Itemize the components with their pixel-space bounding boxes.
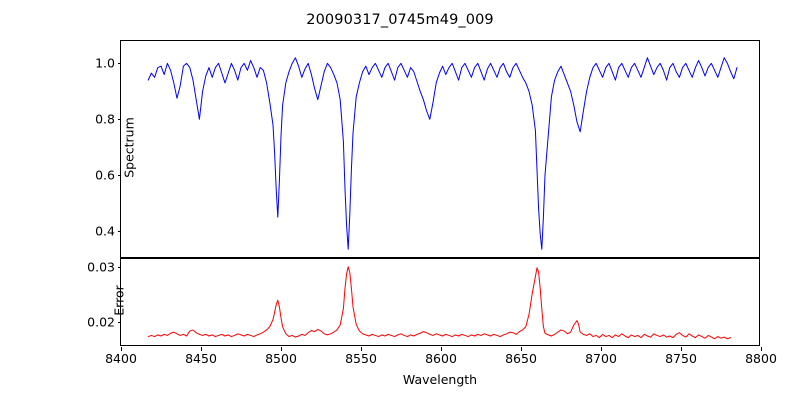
error-y-tick-mark	[117, 322, 121, 324]
spectrum-y-tick-label: 0.8	[95, 111, 115, 127]
x-tick-label: 8650	[505, 351, 537, 366]
x-tick-mark	[361, 347, 363, 351]
x-tick-mark	[281, 347, 283, 351]
spectrum-y-tick-label: 0.4	[95, 223, 115, 239]
spectrum-y-tick-mark	[117, 119, 121, 121]
x-tick-mark	[121, 347, 123, 351]
x-tick-label: 8750	[665, 351, 697, 366]
spectrum-y-tick-mark	[117, 231, 121, 233]
x-tick-label: 8600	[425, 351, 457, 366]
error-y-tick-label: 0.03	[87, 259, 115, 275]
spectrum-y-tick-mark	[117, 63, 121, 65]
spectrum-data-line	[147, 57, 738, 250]
x-tick-mark	[761, 347, 763, 351]
spectrum-y-tick-label: 0.6	[95, 167, 115, 183]
x-tick-mark	[441, 347, 443, 351]
error-y-tick-label: 0.02	[87, 314, 115, 330]
x-tick-label: 8550	[345, 351, 377, 366]
error-y-tick-mark	[117, 267, 121, 269]
x-tick-label: 8450	[185, 351, 217, 366]
spectrum-y-tick-label: 1.0	[95, 55, 115, 71]
x-tick-label: 8700	[585, 351, 617, 366]
figure-title: 20090317_0745m49_009	[306, 12, 494, 28]
spectrum-panel: Spectrum 0.4 0.6 0.8 1.0	[95, 40, 760, 258]
x-axis-label: Wavelength	[402, 372, 478, 387]
spectrum-y-axis-label: Spectrum	[121, 117, 137, 178]
x-tick-mark	[601, 347, 603, 351]
spectrum-line-plot	[147, 57, 738, 250]
x-tick-label: 8500	[265, 351, 297, 366]
spectrum-y-tick-mark	[117, 175, 121, 177]
error-data-line	[147, 266, 732, 340]
error-line-plot	[147, 266, 732, 340]
x-tick-label: 8800	[745, 351, 777, 366]
error-panel: Error 0.02 0.03 8400 8450 8500 8550 8600 8650 8…	[87, 258, 777, 366]
x-tick-mark	[201, 347, 203, 351]
x-tick-label: 8400	[105, 351, 137, 366]
x-tick-mark	[681, 347, 683, 351]
x-tick-mark	[521, 347, 523, 351]
